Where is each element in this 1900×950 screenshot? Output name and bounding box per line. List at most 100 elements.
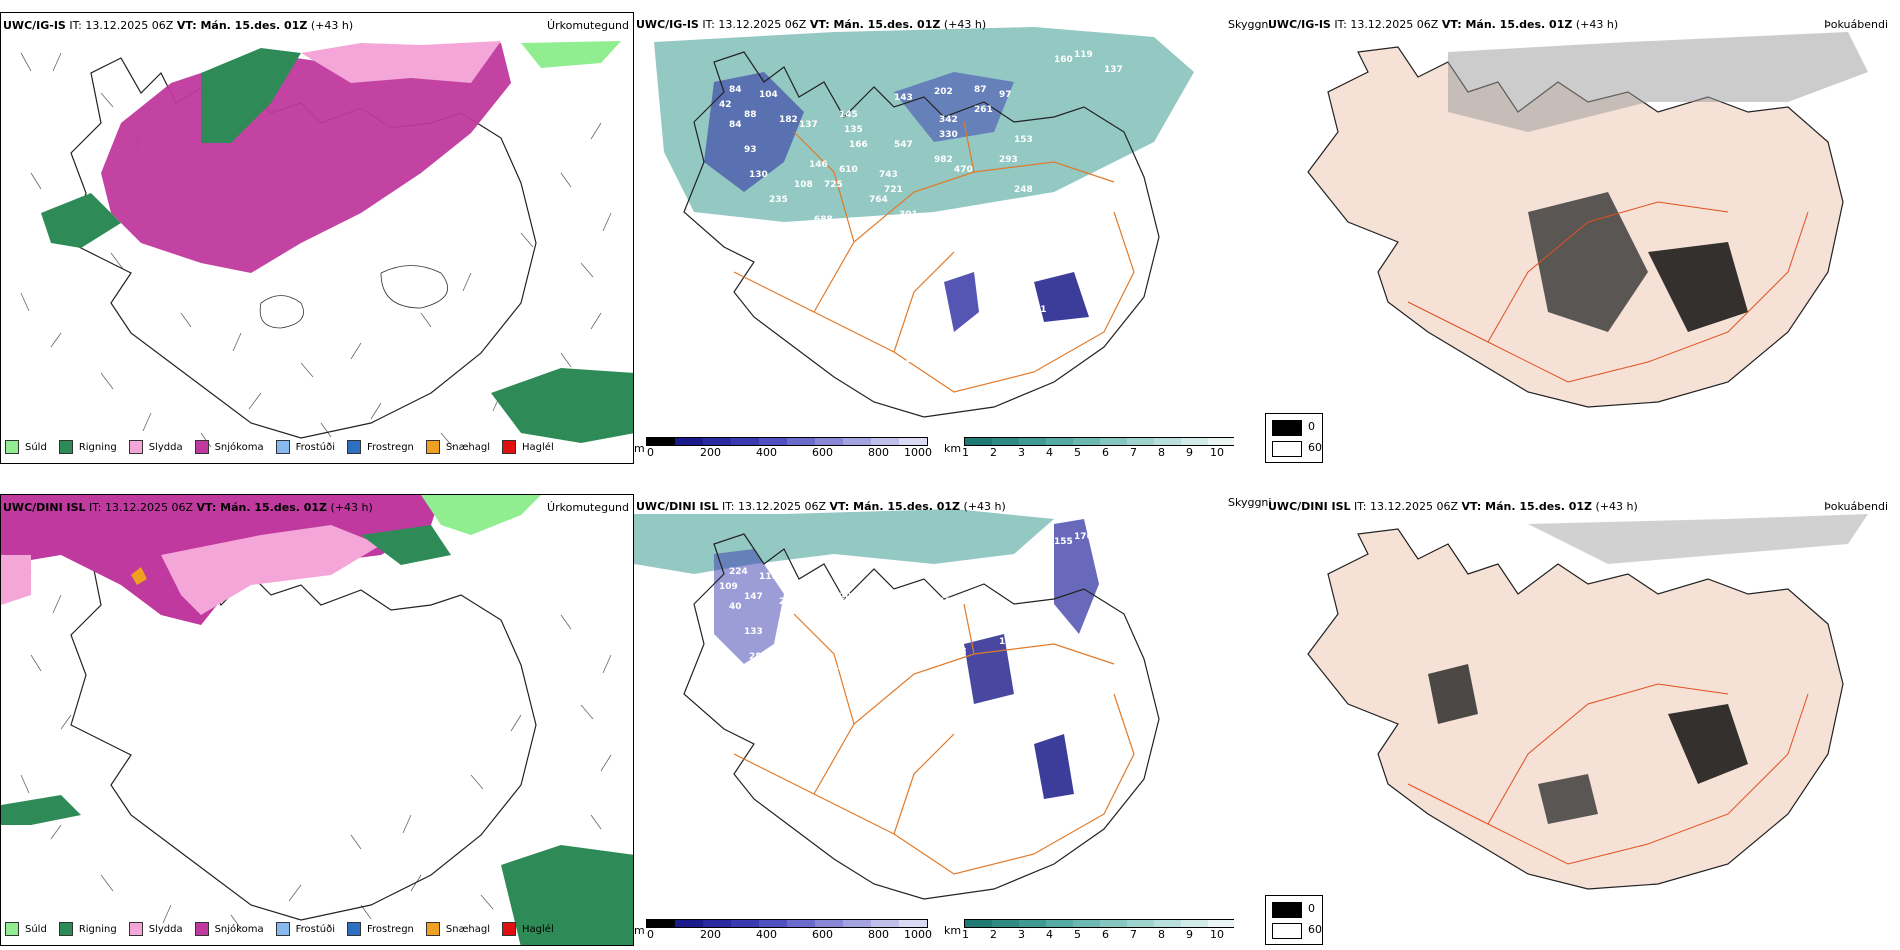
cloud-value-label: 125 [999, 572, 1018, 582]
cloud-value-label: 35 [939, 612, 952, 622]
sleet-area [161, 525, 381, 615]
precip-title-top: Úrkomutegund [547, 19, 629, 32]
iceland-outline [683, 51, 1160, 418]
cloud-value-label: 30 [784, 240, 797, 250]
visibility-right-title-top: Þokuábendi [1824, 18, 1888, 31]
cloud-value-label: 248 [1014, 185, 1033, 195]
rain-area-north [201, 48, 301, 143]
cloud-base-bar [646, 437, 928, 446]
cloud-value-label: 721 [884, 185, 903, 195]
cloud-base-field [1054, 519, 1099, 634]
cloud-value-label: 88 [744, 110, 757, 120]
fog-legend-bottom: 0 60 [1265, 895, 1323, 945]
fog-swatch-min [1272, 902, 1302, 918]
precip-type-map-top [1, 13, 633, 463]
cloud-value-label: 153 [1014, 135, 1033, 145]
legend-swatch [425, 440, 440, 454]
cloud-height-bar [964, 919, 1234, 928]
cloud-value-label: 106 [764, 235, 783, 245]
cloud-base-field [964, 634, 1014, 704]
precip-title-bottom: Úrkomutegund [547, 501, 629, 514]
visibility-map-bottom [1307, 514, 1868, 890]
visibility-panel-top: Skyggni UWC/IG-IS IT: 13.12.2025 06Z VT:… [1228, 12, 1900, 412]
cloud-base-field [704, 72, 804, 192]
legend-swatch [275, 922, 290, 936]
precip-header-bottom: UWC/DINI ISL IT: 13.12.2025 06Z VT: Mán.… [3, 501, 373, 514]
rain-area-southeast [501, 845, 633, 945]
cloud-value-label: 176 [1074, 532, 1093, 542]
cloud-value-label: 261 [974, 105, 993, 115]
cloud-value-label: 725 [824, 180, 843, 190]
cloud-value-label: 155 [1054, 537, 1073, 547]
legend-swatch [194, 922, 209, 936]
legend-swatch [502, 922, 517, 936]
legend-item: Haglél [502, 922, 554, 936]
legend-item: Frostúði [275, 922, 335, 936]
cloud-value-label: 111 [824, 662, 843, 672]
cloud-base-bar [646, 919, 928, 928]
cloud-map-top [634, 12, 1234, 432]
cloud-value-label: 93 [694, 245, 707, 255]
legend-item: Haglél [502, 440, 554, 454]
cloud-value-label: 166 [849, 140, 868, 150]
cloud-value-label: 108 [839, 647, 858, 657]
cloud-value-label: 40 [729, 602, 742, 612]
precip-type-map-bottom [1, 495, 633, 945]
cloud-value-label: 320 [1019, 225, 1038, 235]
cloud-base-field [714, 549, 784, 664]
cloud-value-label: 104 [759, 90, 778, 100]
cloud-value-label: 207 [894, 622, 913, 632]
cloud-base-field [894, 72, 1014, 142]
precip-type-panel-bottom: UWC/DINI ISL IT: 13.12.2025 06Z VT: Mán.… [0, 494, 634, 946]
legend-item: Rigning [58, 440, 117, 454]
legend-item: Slydda [128, 922, 183, 936]
cloud-value-label: 108 [794, 180, 813, 190]
fog-field-north [1528, 514, 1868, 564]
cloud-value-label: 15 [934, 569, 947, 579]
legend-item: Snæhagl [425, 440, 490, 454]
cloud-value-label: 116 [759, 572, 778, 582]
cloud-value-label: 84 [729, 85, 742, 95]
rain-area-west [41, 193, 121, 248]
cloud-value-label: 141 [814, 230, 833, 240]
cloud-value-label: 205 [839, 592, 858, 602]
legend-swatch [347, 922, 361, 936]
cloud-value-label: 140 [934, 325, 953, 335]
legend-item: Slydda [128, 440, 183, 454]
fog-legend-top: 0 60 [1265, 413, 1323, 463]
cloud-value-label: 1 [999, 637, 1005, 647]
cloud-value-label: 147 [744, 592, 763, 602]
cloud-value-label: 301 [899, 210, 918, 220]
cloud-base-colorbar-top: m 0 200 400 600 800 1000 [634, 437, 934, 464]
cloud-value-label: 17 [884, 275, 897, 285]
cloud-base-field [1034, 272, 1089, 322]
cloud-height-bar [964, 437, 1234, 446]
precip-legend-bottom: Súld Rigning Slydda Snjókoma Frostúði Fr… [5, 922, 554, 936]
cloud-value-label: 188 [869, 677, 888, 687]
cloud-base-colorbar-bottom: m 0 200 400 600 800 1000 [634, 919, 934, 946]
cloud-value-label: 127 [994, 300, 1013, 310]
cloud-value-label: 109 [719, 582, 738, 592]
cloud-value-label: 91 [1034, 305, 1047, 315]
cloud-value-label: 28 [749, 652, 762, 662]
legend-swatch [5, 440, 19, 454]
drizzle-area [521, 41, 621, 68]
cloud-height-colorbar-top: km 1 2 3 4 5 6 7 8 9 10 [944, 437, 1234, 464]
fog-field-west [1428, 664, 1478, 724]
cloud-value-label: 191 [879, 652, 898, 662]
road-network [733, 603, 1135, 875]
fog-field-east [1668, 704, 1748, 784]
cloud-value-label: 533 [1019, 200, 1038, 210]
legend-item: Snjókoma [194, 922, 264, 936]
cloud-value-label: 84 [974, 587, 987, 597]
cloud-value-label: 743 [879, 170, 898, 180]
cloud-value-label: 330 [939, 130, 958, 140]
cloud-header-top: UWC/IG-IS IT: 13.12.2025 06Z VT: Mán. 15… [636, 18, 987, 31]
cloud-value-label: 133 [744, 627, 763, 637]
cloud-map-bottom [634, 494, 1234, 914]
rain-area-west [1, 795, 81, 825]
fog-swatch-min [1272, 420, 1302, 436]
cloud-value-label: 470 [954, 165, 973, 175]
